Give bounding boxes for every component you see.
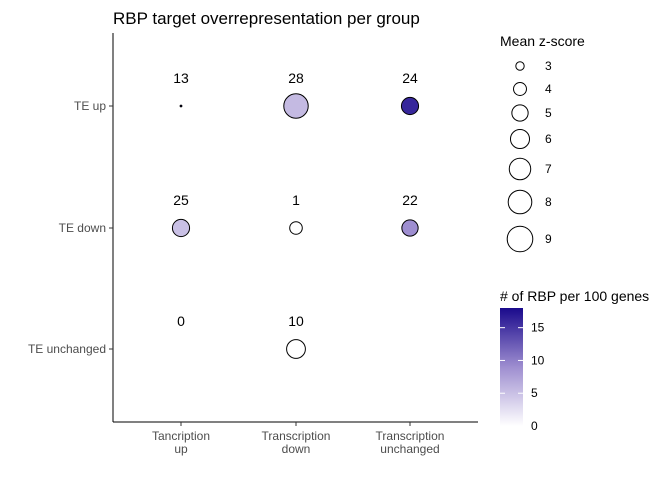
colorbar-tick-label: 5 xyxy=(531,386,538,400)
size-legend-key xyxy=(508,157,532,181)
chart-title: RBP target overrepresentation per group xyxy=(113,9,420,28)
size-legend-key xyxy=(509,128,531,150)
size-legend-label: 8 xyxy=(545,195,552,209)
size-legend-key xyxy=(506,225,534,253)
size-legend-label: 6 xyxy=(545,132,552,146)
color-legend-title: # of RBP per 100 genes xyxy=(500,288,649,304)
data-points: 13 28 24 25 1 22 0 10 xyxy=(171,70,420,359)
x-tick-label: unchanged xyxy=(380,442,439,456)
color-legend: # of RBP per 100 genes 0 5 10 15 xyxy=(500,288,649,433)
y-tick-label: TE unchanged xyxy=(28,342,106,356)
size-legend-label: 4 xyxy=(545,82,552,96)
data-point xyxy=(289,221,303,235)
data-point xyxy=(400,96,420,116)
colorbar-tick-label: 0 xyxy=(531,419,538,433)
y-tick-label: TE up xyxy=(74,99,106,113)
size-legend-key xyxy=(515,61,525,71)
size-legend-key xyxy=(513,82,527,96)
data-point xyxy=(171,218,191,238)
count-label: 10 xyxy=(288,313,304,329)
count-label: 1 xyxy=(292,192,300,208)
size-legend-label: 5 xyxy=(545,106,552,120)
size-legend-label: 7 xyxy=(545,162,552,176)
size-legend-key xyxy=(511,104,529,122)
data-point xyxy=(283,93,309,119)
colorbar xyxy=(500,308,523,426)
size-legend-label: 3 xyxy=(545,59,552,73)
count-label: 0 xyxy=(177,313,185,329)
data-point xyxy=(401,219,419,237)
count-label: 25 xyxy=(173,192,189,208)
x-tick-label: Transcription xyxy=(262,429,331,443)
size-legend-title: Mean z-score xyxy=(500,33,585,49)
x-tick-label: up xyxy=(174,442,188,456)
count-label: 22 xyxy=(402,192,418,208)
size-legend-key xyxy=(507,189,533,215)
count-label: 13 xyxy=(173,70,189,86)
data-point xyxy=(179,104,183,108)
colorbar-tick-label: 10 xyxy=(531,353,545,367)
data-point xyxy=(286,339,306,359)
x-tick-label: down xyxy=(282,442,311,456)
count-label: 28 xyxy=(288,70,304,86)
size-legend-label: 9 xyxy=(545,232,552,246)
x-tick-label: Tancription xyxy=(152,429,210,443)
size-legend: Mean z-score 3 4 5 6 7 8 9 xyxy=(500,33,585,253)
y-tick-label: TE down xyxy=(59,221,106,235)
colorbar-tick-label: 15 xyxy=(531,321,545,335)
x-tick-label: Transcription xyxy=(376,429,445,443)
count-label: 24 xyxy=(402,70,418,86)
